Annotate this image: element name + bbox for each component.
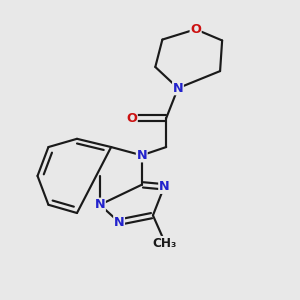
Text: N: N [94, 198, 105, 211]
Text: N: N [173, 82, 183, 95]
Text: N: N [114, 216, 124, 229]
Text: CH₃: CH₃ [152, 236, 176, 250]
Text: N: N [136, 149, 147, 162]
Text: O: O [126, 112, 137, 125]
Text: O: O [190, 23, 201, 36]
Text: N: N [159, 180, 170, 193]
